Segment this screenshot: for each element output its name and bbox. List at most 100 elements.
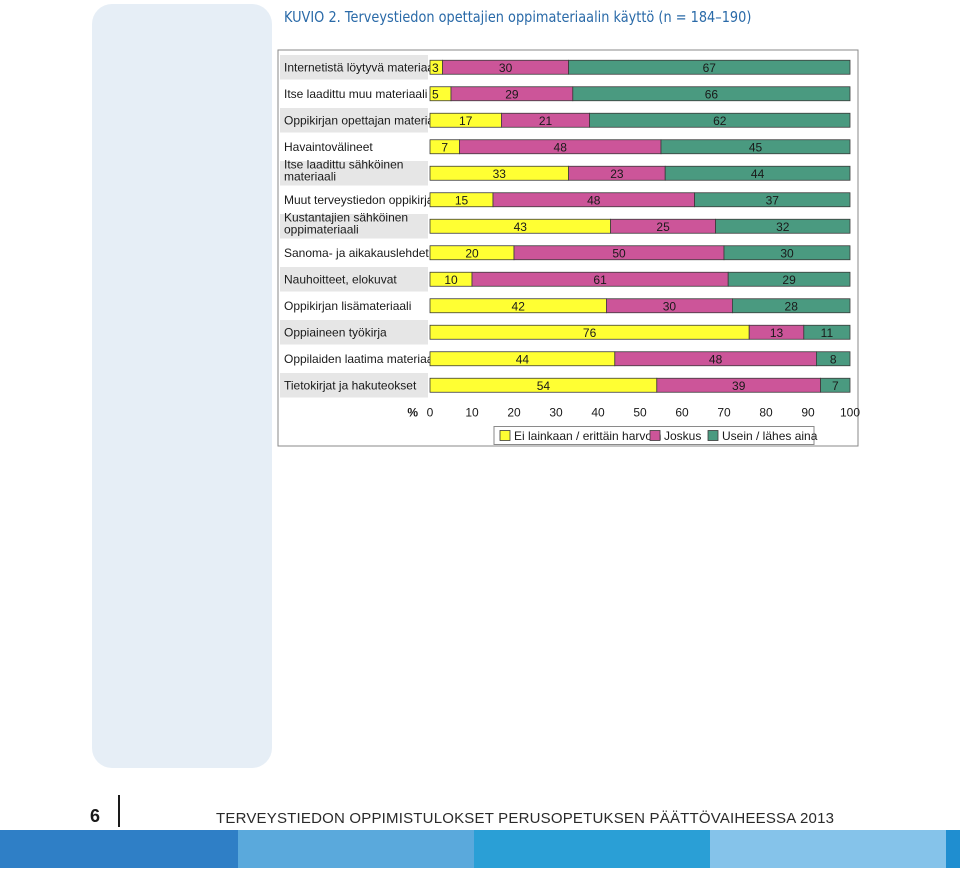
data-label: 44 — [751, 167, 765, 181]
category-label: Oppiaineen työkirja — [284, 325, 387, 339]
legend-label: Usein / lähes aina — [722, 429, 818, 443]
category-label: Oppikirjan lisämateriaali — [284, 299, 411, 313]
category-label-bg — [280, 134, 428, 159]
category-label: Oppikirjan opettajan materiaali — [284, 113, 446, 127]
category-label: Nauhoitteet, elokuvat — [284, 272, 397, 286]
legend-swatch — [649, 430, 661, 441]
data-label: 5 — [432, 87, 439, 101]
data-label: 48 — [709, 352, 723, 366]
data-label: 30 — [780, 246, 794, 260]
color-band-segment — [238, 830, 474, 868]
legend-label: Joskus — [664, 429, 701, 443]
legend-swatch — [707, 430, 719, 441]
legend-swatch — [499, 430, 511, 441]
data-label: 39 — [732, 379, 746, 393]
bar-segment — [732, 298, 851, 314]
x-tick-label: 40 — [591, 406, 605, 420]
data-label: 20 — [465, 246, 479, 260]
data-label: 25 — [656, 220, 670, 234]
category-label-bg — [280, 187, 428, 212]
category-label: Oppilaiden laatima materiaali — [284, 352, 439, 366]
data-label: 7 — [832, 379, 839, 393]
x-tick-label: 0 — [427, 406, 434, 420]
data-label: 23 — [610, 167, 624, 181]
bar-segment — [694, 192, 851, 208]
category-label-bg — [280, 320, 428, 345]
category-label: Internetistä löytyvä materiaali — [284, 60, 439, 74]
category-label: Tietokirjat ja hakuteokset — [284, 378, 417, 392]
category-label-bg — [280, 81, 428, 106]
bar-segment — [727, 271, 851, 287]
data-label: 67 — [703, 61, 717, 75]
category-label-bg — [280, 267, 428, 292]
footer-divider — [118, 795, 120, 827]
color-band-segment — [946, 830, 960, 868]
data-label: 7 — [441, 140, 448, 154]
data-label: 13 — [770, 326, 784, 340]
x-tick-label: 60 — [675, 406, 689, 420]
bar-segment — [660, 139, 851, 155]
data-label: 43 — [514, 220, 528, 234]
bar-segment — [715, 218, 851, 234]
data-label: 45 — [749, 140, 763, 154]
category-label: Itse laadittu muu materiaali — [284, 87, 427, 101]
x-tick-label: 50 — [633, 406, 647, 420]
category-label-bg — [280, 346, 428, 371]
category-label-bg — [280, 373, 428, 398]
data-label: 11 — [821, 326, 834, 340]
legend-label: Ei lainkaan / erittäin harvoin — [514, 429, 661, 443]
data-label: 28 — [785, 299, 799, 313]
data-label: 30 — [499, 61, 513, 75]
x-tick-label: 30 — [549, 406, 563, 420]
data-label: 50 — [612, 246, 626, 260]
data-label: 29 — [782, 273, 796, 287]
category-label-bg — [280, 293, 428, 318]
data-label: 42 — [512, 299, 526, 313]
category-label: Muut terveystiedon oppikirjat — [284, 193, 437, 207]
category-label: Itse laadittu sähköinen — [284, 157, 403, 171]
category-label-bg — [280, 55, 428, 80]
data-label: 54 — [537, 379, 551, 393]
data-label: 29 — [505, 87, 519, 101]
bar-segment — [568, 59, 851, 75]
data-label: 32 — [776, 220, 790, 234]
data-label: 62 — [713, 114, 727, 128]
category-label: materiaali — [284, 169, 336, 183]
data-label: 8 — [830, 352, 837, 366]
category-label: Sanoma- ja aikakauslehdet — [284, 246, 429, 260]
category-label-bg — [280, 214, 428, 239]
category-label-bg — [280, 240, 428, 265]
color-band-segment — [0, 830, 238, 868]
side-panel — [92, 4, 272, 768]
x-tick-label: 20 — [507, 406, 521, 420]
bar-segment — [572, 86, 851, 102]
x-tick-label: 90 — [801, 406, 815, 420]
bar-segment — [820, 377, 851, 393]
data-label: 21 — [539, 114, 553, 128]
data-label: 3 — [432, 61, 439, 75]
color-band-segment — [710, 830, 946, 868]
figure-title: KUVIO 2. Terveystiedon opettajien oppima… — [284, 8, 752, 26]
data-label: 44 — [516, 352, 530, 366]
data-label: 37 — [766, 193, 780, 207]
data-label: 48 — [587, 193, 601, 207]
data-label: 48 — [554, 140, 568, 154]
bar-segment — [664, 165, 851, 181]
data-label: 10 — [444, 273, 458, 287]
footer-title: TERVEYSTIEDON OPPIMISTULOKSET PERUSOPETU… — [216, 810, 835, 827]
category-label: Havaintovälineet — [284, 140, 373, 154]
category-label: Kustantajien sähköinen — [284, 210, 408, 224]
bar-segment — [803, 324, 851, 340]
category-label-bg — [280, 161, 428, 186]
data-label: 30 — [663, 299, 677, 313]
data-label: 17 — [459, 114, 473, 128]
page-number: 6 — [90, 806, 101, 826]
bar-segment — [589, 112, 851, 128]
x-tick-label: 10 — [465, 406, 479, 420]
data-label: 61 — [593, 273, 607, 287]
data-label: 66 — [705, 87, 719, 101]
category-label-bg — [280, 108, 428, 133]
x-tick-label: 70 — [717, 406, 731, 420]
data-label: 76 — [583, 326, 597, 340]
